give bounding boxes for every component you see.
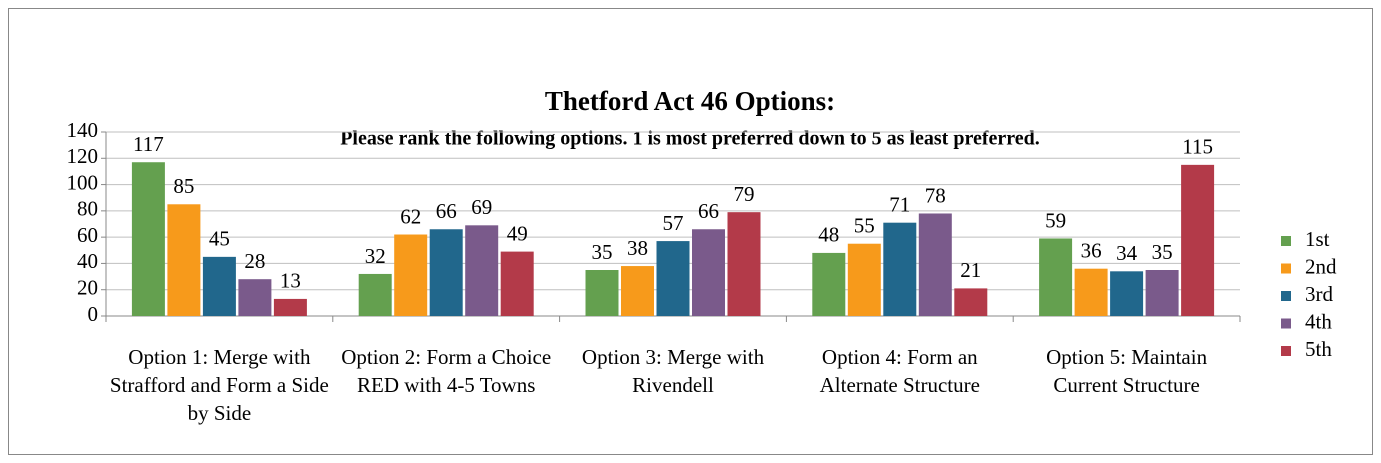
data-label: 55 xyxy=(854,214,875,238)
bar xyxy=(238,279,272,316)
legend-label: 3rd xyxy=(1305,282,1333,306)
legend-swatch xyxy=(1281,346,1291,356)
bar xyxy=(1110,271,1144,316)
legend-swatch xyxy=(1281,318,1291,329)
data-label: 62 xyxy=(400,204,421,228)
data-label: 35 xyxy=(1152,240,1173,264)
data-label: 49 xyxy=(507,221,528,245)
x-tick-label: Option 5: Maintain Current Structure xyxy=(1046,345,1208,397)
bar xyxy=(131,162,165,316)
bar xyxy=(465,225,499,316)
y-tick-label: 60 xyxy=(77,223,98,247)
legend-label: 5th xyxy=(1305,337,1332,361)
bar xyxy=(621,266,654,316)
data-label: 71 xyxy=(889,192,910,216)
x-tick-label: Option 1: Merge with Strafford and Form … xyxy=(109,345,329,425)
data-label: 69 xyxy=(471,195,492,219)
data-label: 66 xyxy=(698,199,719,223)
chart-subtitle: Please rank the following options. 1 is … xyxy=(340,128,1040,150)
bar xyxy=(585,270,619,316)
bar xyxy=(883,222,917,316)
x-tick-label: Option 4: Form an Alternate Structure xyxy=(819,345,980,397)
data-label: 48 xyxy=(818,223,839,247)
bar xyxy=(1181,164,1215,316)
data-label: 21 xyxy=(960,258,981,282)
data-label: 35 xyxy=(592,240,613,264)
legend-swatch xyxy=(1281,236,1291,246)
bar xyxy=(1039,238,1073,316)
legend-swatch xyxy=(1281,291,1291,301)
data-label: 36 xyxy=(1081,238,1102,262)
legend-label: 1st xyxy=(1305,227,1330,251)
chart-title: Thetford Act 46 Options: xyxy=(545,86,835,116)
bar xyxy=(847,243,881,316)
bar xyxy=(358,273,392,316)
bar xyxy=(500,251,534,316)
bar xyxy=(394,234,428,316)
data-label: 78 xyxy=(925,183,946,207)
bar xyxy=(918,213,952,316)
y-tick-label: 140 xyxy=(67,118,99,142)
data-label: 34 xyxy=(1116,241,1138,265)
data-label: 13 xyxy=(280,269,301,293)
bar xyxy=(1074,268,1108,316)
chart-border xyxy=(8,8,1373,455)
y-tick-label: 40 xyxy=(77,249,98,273)
data-label: 28 xyxy=(244,249,265,273)
data-label: 38 xyxy=(627,236,648,260)
bar xyxy=(656,241,690,316)
data-label: 45 xyxy=(209,227,230,251)
bar xyxy=(954,288,988,316)
x-tick-label: Option 3: Merge with Rivendell xyxy=(581,345,765,397)
data-label: 66 xyxy=(436,199,457,223)
data-label: 85 xyxy=(173,174,194,198)
bar xyxy=(1145,270,1179,316)
bar xyxy=(692,229,725,316)
bar xyxy=(167,204,201,316)
bar xyxy=(273,298,307,316)
y-tick-label: 80 xyxy=(77,197,98,221)
legend-label: 2nd xyxy=(1305,254,1337,278)
x-tick-label: Option 2: Form a Choice RED with 4-5 Tow… xyxy=(341,345,552,397)
data-label: 57 xyxy=(663,211,684,235)
bar xyxy=(202,256,236,316)
y-tick-label: 20 xyxy=(77,276,98,300)
data-label: 79 xyxy=(734,182,755,206)
y-tick-label: 120 xyxy=(67,144,99,168)
bar xyxy=(429,229,463,316)
y-tick-label: 100 xyxy=(67,170,99,194)
legend-label: 4th xyxy=(1305,309,1332,333)
data-label: 117 xyxy=(133,132,164,156)
y-tick-label: 0 xyxy=(88,302,99,326)
data-label: 59 xyxy=(1045,208,1066,232)
bar xyxy=(727,212,761,316)
legend-swatch xyxy=(1281,263,1291,274)
data-label: 115 xyxy=(1182,135,1213,159)
bar xyxy=(812,252,846,316)
data-label: 32 xyxy=(365,244,386,268)
